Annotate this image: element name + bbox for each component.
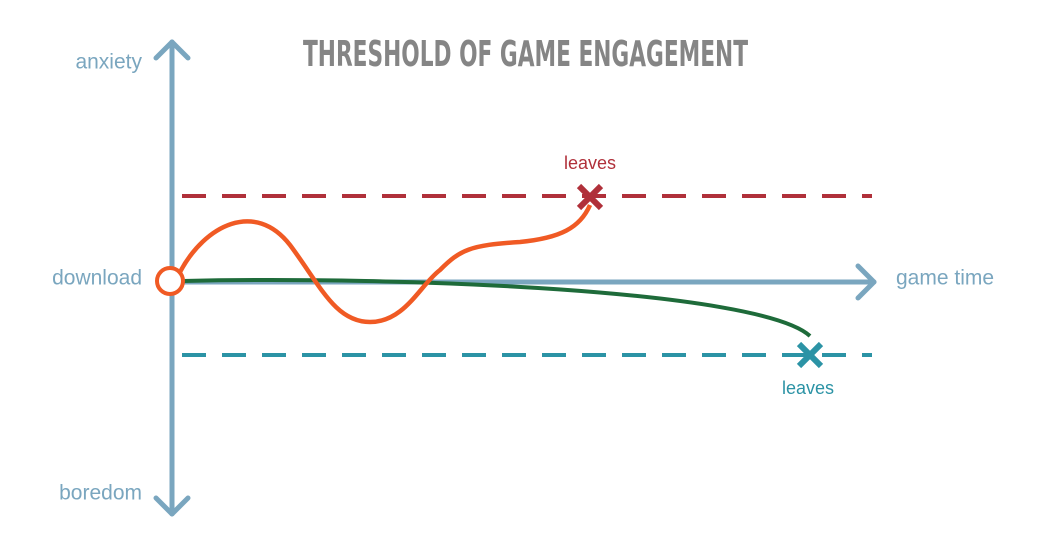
- exit-marker: [576, 183, 604, 211]
- y-axis-arrow-top: [153, 39, 191, 61]
- axis-label: anxiety: [75, 51, 142, 74]
- anxious-player-curve: [178, 204, 593, 325]
- download-point: [155, 266, 185, 296]
- marker-label: leaves: [564, 153, 616, 173]
- exit-marker: [796, 341, 824, 369]
- marker-label: leaves: [782, 378, 834, 398]
- x-axis-arrow: [855, 263, 877, 301]
- title: THRESHOLD OF GAME ENGAGEMENT: [303, 34, 748, 75]
- axis-label: boredom: [59, 482, 142, 505]
- axis-label: download: [52, 267, 142, 290]
- y-axis-arrow-bottom: [153, 495, 191, 517]
- axis-label: game time: [896, 267, 994, 290]
- bored-player-curve: [182, 278, 812, 338]
